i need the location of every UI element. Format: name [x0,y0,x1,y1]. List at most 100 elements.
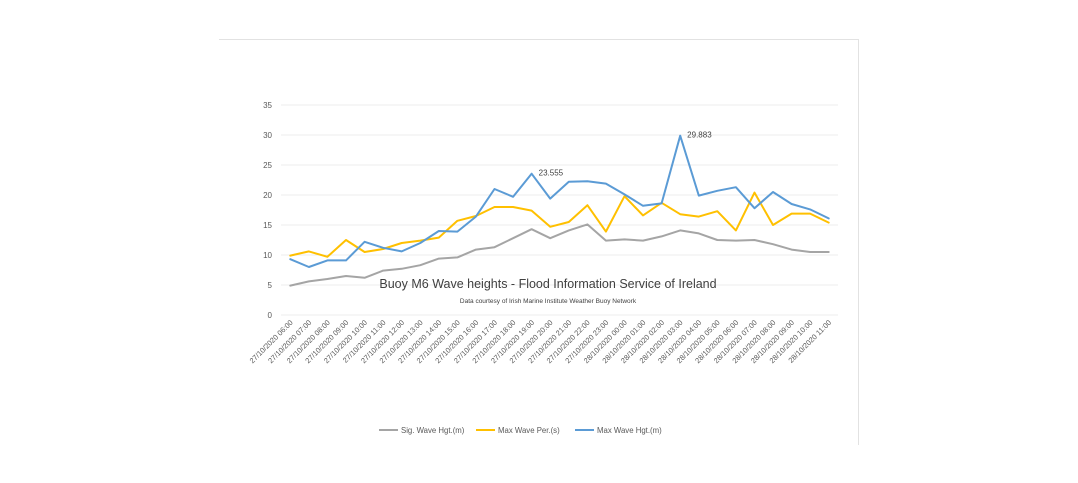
data-point [679,213,681,215]
data-point [289,285,291,287]
data-point [456,256,458,258]
y-axis-ticks: 0 5 10 15 20 25 30 35 [263,101,272,320]
data-point [828,251,830,253]
y-tick-label: 5 [268,281,273,290]
data-point [419,242,421,244]
annotations: 23.555 29.883 [539,131,713,178]
data-point [642,240,644,242]
data-point [531,210,533,212]
legend: Sig. Wave Hgt.(m) Max Wave Per.(s) Max Wav… [379,426,662,435]
data-point [289,258,291,260]
data-label: 23.555 [539,169,564,178]
data-point [661,235,663,237]
data-point [363,251,366,253]
data-point [623,193,626,195]
chart-title: Buoy M6 Wave heights - Flood Information… [379,277,716,291]
data-point [493,206,496,208]
y-tick-label: 0 [268,311,273,320]
data-point [419,240,421,242]
data-point [326,256,329,258]
y-tick-label: 10 [263,251,272,260]
data-point [605,240,607,242]
data-point [586,180,588,182]
data-point [661,202,663,204]
data-point [716,190,718,192]
data-point [772,191,774,193]
data-point [568,229,570,231]
chart-subtitle: Data courtesy of Irish Marine Institute … [460,298,637,305]
data-point [345,275,347,277]
data-point [828,222,830,224]
legend-label-2: Max Wave Hgt.(m) [597,426,662,435]
data-point [790,203,793,205]
data-point [475,216,477,218]
data-point [382,270,384,272]
y-tick-label: 15 [263,221,272,230]
data-point [809,208,811,210]
data-point [549,198,551,200]
data-point [642,205,644,207]
data-point [419,264,421,266]
data-point [772,243,774,245]
series-line-0 [289,223,830,287]
data-point [809,213,811,215]
series-line-2 [289,134,830,268]
data-point [605,183,607,185]
data-point [549,226,551,228]
data-point [363,241,366,243]
data-point [698,216,700,218]
data-point [438,237,440,239]
data-point [716,210,718,212]
data-point [735,240,737,242]
y-tick-label: 30 [263,131,272,140]
data-point [363,277,366,279]
data-point [809,251,811,253]
data-point [586,223,588,225]
data-point [493,246,496,248]
data-point [289,255,291,257]
series-line-1 [289,191,830,258]
data-label: 29.883 [687,131,712,140]
data-point [531,173,533,175]
series-lines [289,134,830,287]
data-point [456,231,458,233]
legend-label-0: Sig. Wave Hgt.(m) [401,426,465,435]
data-point [531,228,533,230]
data-point [512,206,514,208]
data-point [698,232,700,234]
data-point [642,214,644,216]
data-point [605,231,607,233]
data-point [772,224,774,226]
data-point [698,195,700,197]
data-point [549,237,551,239]
chart-card [219,39,859,445]
data-point [345,239,347,241]
data-point [308,250,310,252]
data-point [308,280,310,282]
data-point [735,229,737,231]
data-point [679,229,681,231]
data-point [326,278,329,280]
data-point [512,196,514,198]
data-point [401,242,403,244]
data-point [401,268,403,270]
data-point [716,239,718,241]
data-point [438,230,440,232]
data-point [568,181,570,183]
data-point [790,213,793,215]
y-tick-label: 25 [263,161,272,170]
data-point [345,259,347,261]
data-point [308,266,310,268]
data-point [679,135,681,137]
data-point [623,195,626,197]
gridlines [281,104,838,316]
data-point [568,221,570,223]
data-point [735,186,737,188]
legend-label-1: Max Wave Per.(s) [498,426,560,435]
data-point [753,239,756,241]
data-point [753,192,756,194]
data-point [623,238,626,240]
data-point [790,249,793,251]
